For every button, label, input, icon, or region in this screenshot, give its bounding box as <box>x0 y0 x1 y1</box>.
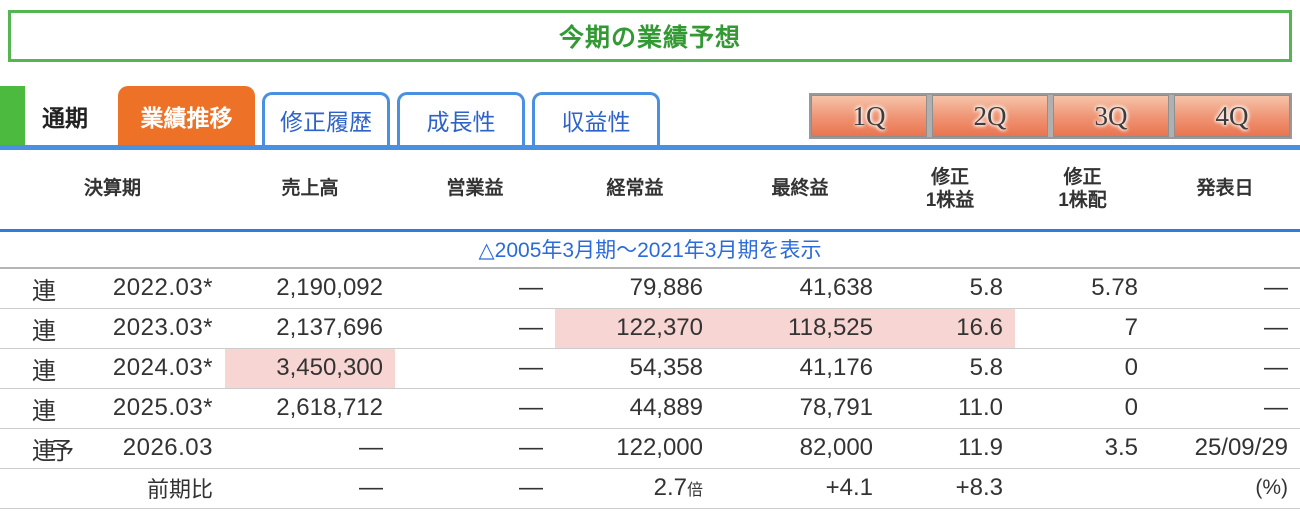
cell-sales: 2,618,712 <box>276 394 384 421</box>
cell-announce-date: 25/09/29 <box>1194 434 1289 461</box>
cell-announce-date: — <box>1264 394 1289 421</box>
cell-period: 2026.03 <box>122 434 214 461</box>
cell-sales: 2,137,696 <box>276 314 384 341</box>
cell-announce-date: — <box>1264 274 1289 302</box>
header-ordinary-profit: 経常益 <box>606 178 664 200</box>
cell-adjusted-eps: 5.8 <box>969 274 1004 302</box>
header-period: 決算期 <box>84 178 142 200</box>
tab-revision-history[interactable]: 修正履歴 <box>262 92 390 145</box>
header-adjusted-dividend: 修正 1株配 <box>1058 166 1107 212</box>
forecast-marker: 予 <box>50 437 74 465</box>
cell-sales-change: — <box>359 474 384 501</box>
cell-net-profit: 118,525 <box>715 308 886 348</box>
cell-net-profit: 82,000 <box>799 434 874 461</box>
cell-announce-date: — <box>1264 354 1289 381</box>
fiscal-marker: 連 <box>32 437 56 465</box>
cell-operating-profit: — <box>519 434 544 461</box>
cell-adjusted-dividend: 0 <box>1124 394 1139 421</box>
multiplier-suffix: 倍 <box>687 482 704 499</box>
cell-adjusted-dividend: 0 <box>1124 354 1139 381</box>
page-title: 今期の業績予想 <box>558 24 741 52</box>
cell-eps-change: +8.3 <box>955 474 1004 501</box>
quarter-button-4q[interactable]: 4Q <box>1174 95 1290 137</box>
quarter-button-2q[interactable]: 2Q <box>932 95 1048 137</box>
table-row: 連 2024.03* 3,450,300 — 54,358 41,176 5.8… <box>0 348 1300 388</box>
cell-sales: 2,190,092 <box>276 274 384 302</box>
cell-sales: — <box>359 434 384 461</box>
fiscal-marker: 連 <box>32 357 56 385</box>
cell-operating-profit: — <box>519 274 544 302</box>
cell-dividend-change <box>1015 468 1150 508</box>
header-announce-date: 発表日 <box>1196 178 1254 200</box>
tab-growth[interactable]: 成長性 <box>397 92 525 145</box>
cell-period: 2025.03* <box>112 394 214 421</box>
quarter-button-1q[interactable]: 1Q <box>811 95 927 137</box>
cell-ordinary-change: 2.7倍 <box>653 474 704 501</box>
header-sales: 売上高 <box>281 178 339 200</box>
cell-operating-profit: — <box>519 354 544 381</box>
cell-ordinary-profit: 122,370 <box>555 308 716 348</box>
cell-adjusted-eps: 16.6 <box>885 308 1016 348</box>
page-title-banner: 今期の業績予想 <box>8 10 1292 62</box>
range-toggle-link[interactable]: △2005年3月期〜2021年3月期を表示 <box>0 230 1300 269</box>
cell-announce-date: — <box>1264 314 1289 341</box>
cell-period: 2022.03* <box>112 274 214 302</box>
cell-adjusted-dividend: 5.78 <box>1091 274 1139 302</box>
table-row: 連 2023.03* 2,137,696 — 122,370 118,525 1… <box>0 308 1300 348</box>
cell-operating-profit: — <box>519 314 544 341</box>
cell-period: 2023.03* <box>112 314 214 341</box>
period-label: 通期 <box>42 105 88 131</box>
cell-ordinary-profit: 79,886 <box>629 274 704 302</box>
cell-operating-profit: — <box>519 394 544 421</box>
cell-ordinary-profit: 122,000 <box>616 434 704 461</box>
fiscal-marker: 連 <box>32 277 56 305</box>
green-accent-block <box>0 86 25 145</box>
cell-adjusted-eps: 11.0 <box>958 394 1004 421</box>
quarter-button-3q[interactable]: 3Q <box>1053 95 1169 137</box>
cell-adjusted-dividend: 3.5 <box>1104 434 1139 461</box>
cell-adjusted-dividend: 7 <box>1124 314 1139 341</box>
header-operating-profit: 営業益 <box>446 178 504 200</box>
header-adjusted-eps: 修正 1株益 <box>925 166 975 212</box>
fiscal-marker: 連 <box>32 317 56 345</box>
earnings-table: 決算期 売上高 営業益 経常益 最終益 修正 1株益 修正 1株配 発表日 △2… <box>0 150 1300 509</box>
tab-performance-trend[interactable]: 業績推移 <box>118 86 255 145</box>
tab-bar: 通期 業績推移 修正履歴 成長性 収益性 1Q 2Q 3Q 4Q <box>0 86 1300 150</box>
table-row: 連 2022.03* 2,190,092 — 79,886 41,638 5.8… <box>0 268 1300 308</box>
cell-net-change: +4.1 <box>825 474 874 501</box>
comparison-label: 前期比 <box>147 477 214 502</box>
comparison-row: 前期比 — — 2.7倍 +4.1 +8.3 (%) <box>0 468 1300 508</box>
cell-adjusted-eps: 11.9 <box>958 434 1004 461</box>
fiscal-marker: 連 <box>32 397 56 425</box>
cell-ordinary-profit: 44,889 <box>629 394 704 421</box>
unit-percent-label: (%) <box>1255 476 1289 499</box>
cell-net-profit: 41,638 <box>799 274 874 302</box>
range-toggle-row: △2005年3月期〜2021年3月期を表示 <box>0 230 1300 269</box>
table-row: 連 2025.03* 2,618,712 — 44,889 78,791 11.… <box>0 388 1300 428</box>
cell-net-profit: 41,176 <box>799 354 874 381</box>
table-row: 連 予 2026.03 — — 122,000 82,000 11.9 3.5 … <box>0 428 1300 468</box>
cell-operating-change: — <box>519 474 544 501</box>
header-row: 決算期 売上高 営業益 経常益 最終益 修正 1株益 修正 1株配 発表日 <box>0 150 1300 230</box>
cell-period: 2024.03* <box>112 354 214 381</box>
cell-ordinary-profit: 54,358 <box>629 354 704 381</box>
header-net-profit: 最終益 <box>771 178 829 200</box>
cell-net-profit: 78,791 <box>799 394 874 421</box>
cell-sales: 3,450,300 <box>225 348 396 388</box>
cell-adjusted-eps: 5.8 <box>969 354 1004 381</box>
tab-profitability[interactable]: 収益性 <box>532 92 660 145</box>
quarter-button-group: 1Q 2Q 3Q 4Q <box>809 93 1292 139</box>
